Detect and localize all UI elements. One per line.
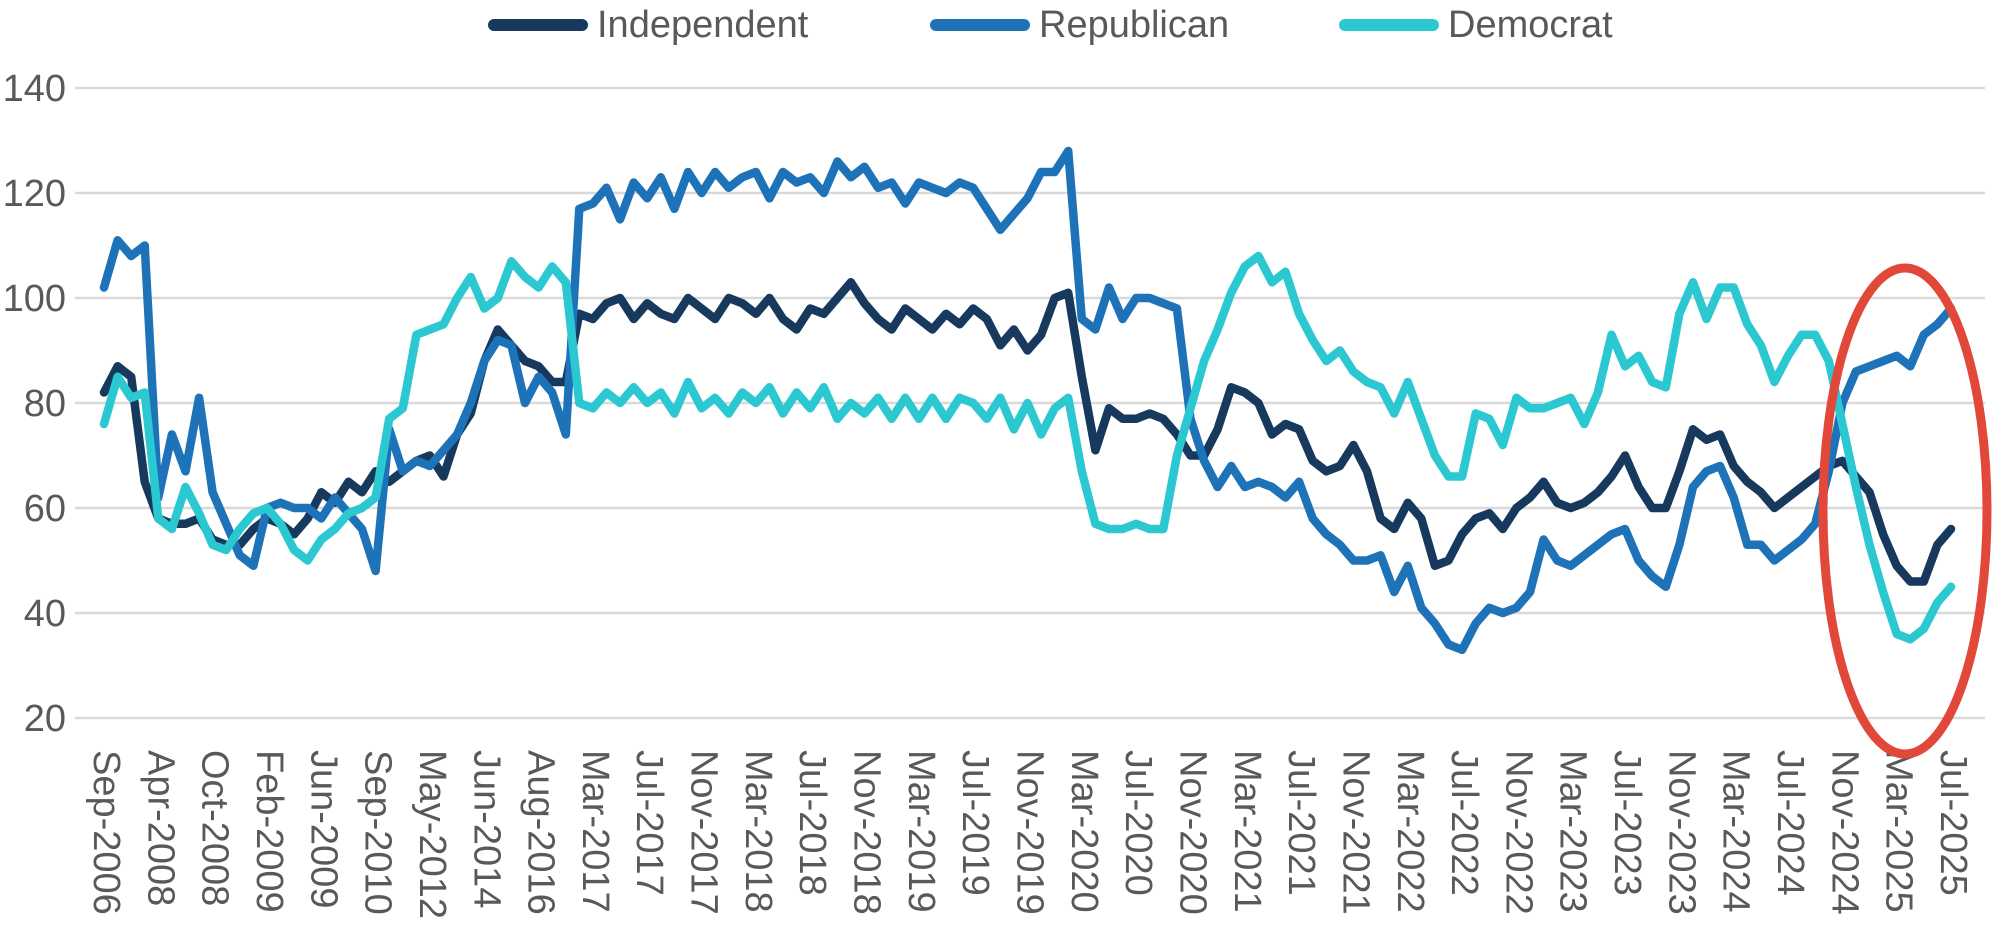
x-tick-label: Mar-2023 — [1552, 750, 1594, 913]
x-tick-label: Jun-2009 — [302, 750, 344, 908]
x-tick-label: Apr-2008 — [139, 750, 181, 906]
legend-line-democrat-icon — [1339, 19, 1439, 31]
y-tick-label: 60 — [24, 488, 66, 530]
legend-label-independent: Independent — [597, 4, 809, 46]
legend-line-republican-icon — [930, 19, 1030, 31]
x-tick-label: Mar-2025 — [1878, 750, 1920, 913]
legend-label-democrat: Democrat — [1448, 4, 1613, 46]
x-tick-label: Nov-2021 — [1334, 750, 1376, 915]
x-tick-label: Jul-2018 — [791, 750, 833, 896]
x-tick-label: Jul-2020 — [1117, 750, 1159, 896]
highlight-ellipse-annotation — [1818, 263, 1992, 759]
x-tick-label: Mar-2017 — [574, 750, 616, 913]
x-tick-label: Jul-2024 — [1769, 750, 1811, 896]
x-tick-label: Jul-2025 — [1932, 750, 1974, 896]
legend-item-democrat: Democrat — [1339, 6, 1613, 44]
x-tick-label: Jun-2014 — [465, 750, 507, 908]
legend: Independent Republican Democrat — [0, 0, 2000, 50]
x-tick-label: Jul-2022 — [1443, 750, 1485, 896]
y-tick-label: 100 — [3, 278, 66, 320]
x-tick-label: Sep-2010 — [357, 750, 399, 915]
x-tick-label: Jul-2017 — [628, 750, 670, 896]
series-line-republican — [99, 146, 1956, 655]
legend-line-independent-icon — [488, 19, 588, 31]
y-tick-label: 80 — [24, 383, 66, 425]
x-tick-label: Jul-2023 — [1606, 750, 1648, 896]
x-tick-label: Mar-2020 — [1063, 750, 1105, 913]
y-tick-label: 40 — [24, 593, 66, 635]
x-tick-label: Aug-2016 — [520, 750, 562, 915]
x-tick-label: Nov-2018 — [846, 750, 888, 915]
legend-item-republican: Republican — [930, 6, 1229, 44]
x-tick-label: Nov-2023 — [1660, 750, 1702, 915]
x-tick-label: Feb-2009 — [248, 750, 290, 913]
y-tick-label: 20 — [24, 698, 66, 740]
y-tick-label: 140 — [3, 68, 66, 110]
y-tick-label: 120 — [3, 173, 66, 215]
legend-label-republican: Republican — [1039, 4, 1230, 46]
x-tick-label: Nov-2019 — [1009, 750, 1051, 915]
x-tick-label: Mar-2018 — [737, 750, 779, 913]
x-tick-label: Nov-2024 — [1823, 750, 1865, 915]
x-tick-label: Oct-2008 — [194, 750, 236, 906]
x-tick-label: Mar-2019 — [900, 750, 942, 913]
x-tick-label: Jul-2019 — [954, 750, 996, 896]
x-tick-label: Mar-2024 — [1715, 750, 1757, 913]
x-tick-label: Sep-2006 — [85, 750, 127, 915]
x-tick-label: Nov-2020 — [1172, 750, 1214, 915]
x-tick-label: Mar-2022 — [1389, 750, 1431, 913]
x-tick-label: Jul-2021 — [1280, 750, 1322, 896]
x-tick-label: Nov-2022 — [1497, 750, 1539, 915]
series-line-democrat — [99, 251, 1956, 644]
legend-item-independent: Independent — [488, 6, 808, 44]
x-tick-label: May-2012 — [411, 750, 453, 919]
x-tick-label: Mar-2021 — [1226, 750, 1268, 913]
x-tick-label: Nov-2017 — [683, 750, 725, 915]
